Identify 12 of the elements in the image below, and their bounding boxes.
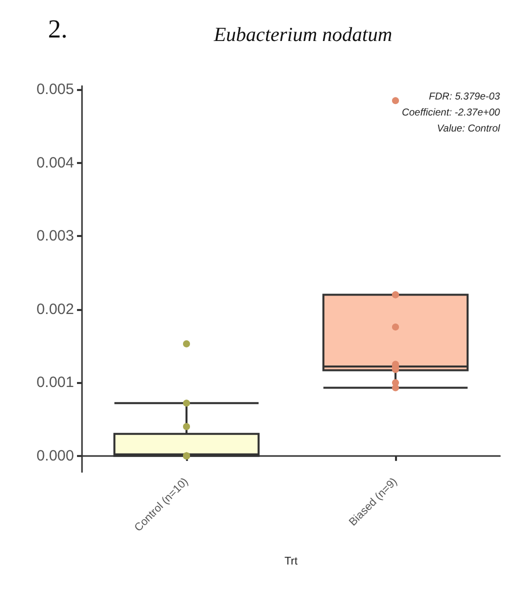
y-tick-label: 0.002 bbox=[36, 300, 74, 318]
annotation: Coefficient: -2.37e+00 bbox=[402, 108, 500, 118]
text: 2. bbox=[48, 14, 68, 44]
annotation: Value: Control bbox=[437, 124, 501, 134]
x-axis-title: Trt bbox=[284, 556, 298, 568]
y-tick-label: 0.001 bbox=[36, 374, 74, 392]
y-tick-label: 0.003 bbox=[36, 228, 74, 245]
chart-title: Eubacterium nodatum bbox=[212, 24, 392, 46]
y-tick-label: 0.005 bbox=[36, 81, 74, 98]
y-tick-label: 0.004 bbox=[36, 154, 74, 172]
annotation: FDR: 5.379e-03 bbox=[428, 92, 500, 102]
y-tick-label: 0.000 bbox=[36, 447, 74, 464]
